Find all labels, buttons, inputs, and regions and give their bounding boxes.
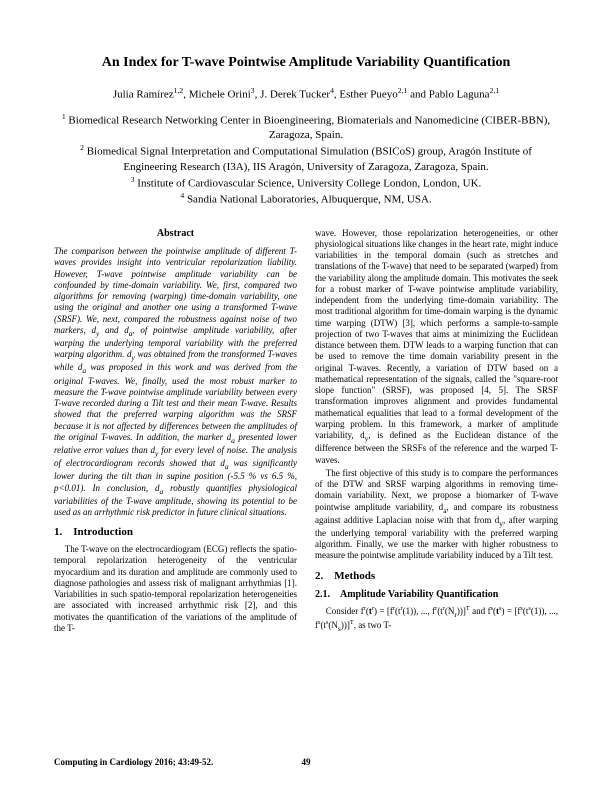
col2-para-2: The first objective of this study is to … bbox=[315, 468, 558, 562]
paper-authors: Julia Ramírez1,2, Michele Orini3, J. Der… bbox=[54, 86, 558, 102]
section-1-para-1: The T-wave on the electrocardiogram (ECG… bbox=[54, 544, 297, 634]
page-footer: Computing in Cardiology 2016; 43:49-52. … bbox=[54, 757, 558, 768]
abstract-heading: Abstract bbox=[54, 228, 297, 241]
footer-citation: Computing in Cardiology 2016; 43:49-52. bbox=[54, 757, 213, 767]
paper-affiliations: 1 Biomedical Research Networking Center … bbox=[54, 112, 558, 208]
col2-para-1: wave. However, those repolarization hete… bbox=[315, 228, 558, 466]
section-2-1-para-1: Consider fr(tr) = [fr(tr(1)), ..., fr(tr… bbox=[315, 605, 558, 633]
abstract-text: The comparison between the pointwise amp… bbox=[54, 246, 297, 518]
footer-page-number: 49 bbox=[302, 757, 311, 768]
section-2-1-heading: 2.1. Amplitude Variability Quantificatio… bbox=[315, 589, 558, 602]
section-1-heading: 1. Introduction bbox=[54, 526, 297, 540]
section-2-heading: 2. Methods bbox=[315, 570, 558, 584]
body-columns: Abstract The comparison between the poin… bbox=[54, 228, 558, 636]
paper-title: An Index for T-wave Pointwise Amplitude … bbox=[54, 54, 558, 72]
